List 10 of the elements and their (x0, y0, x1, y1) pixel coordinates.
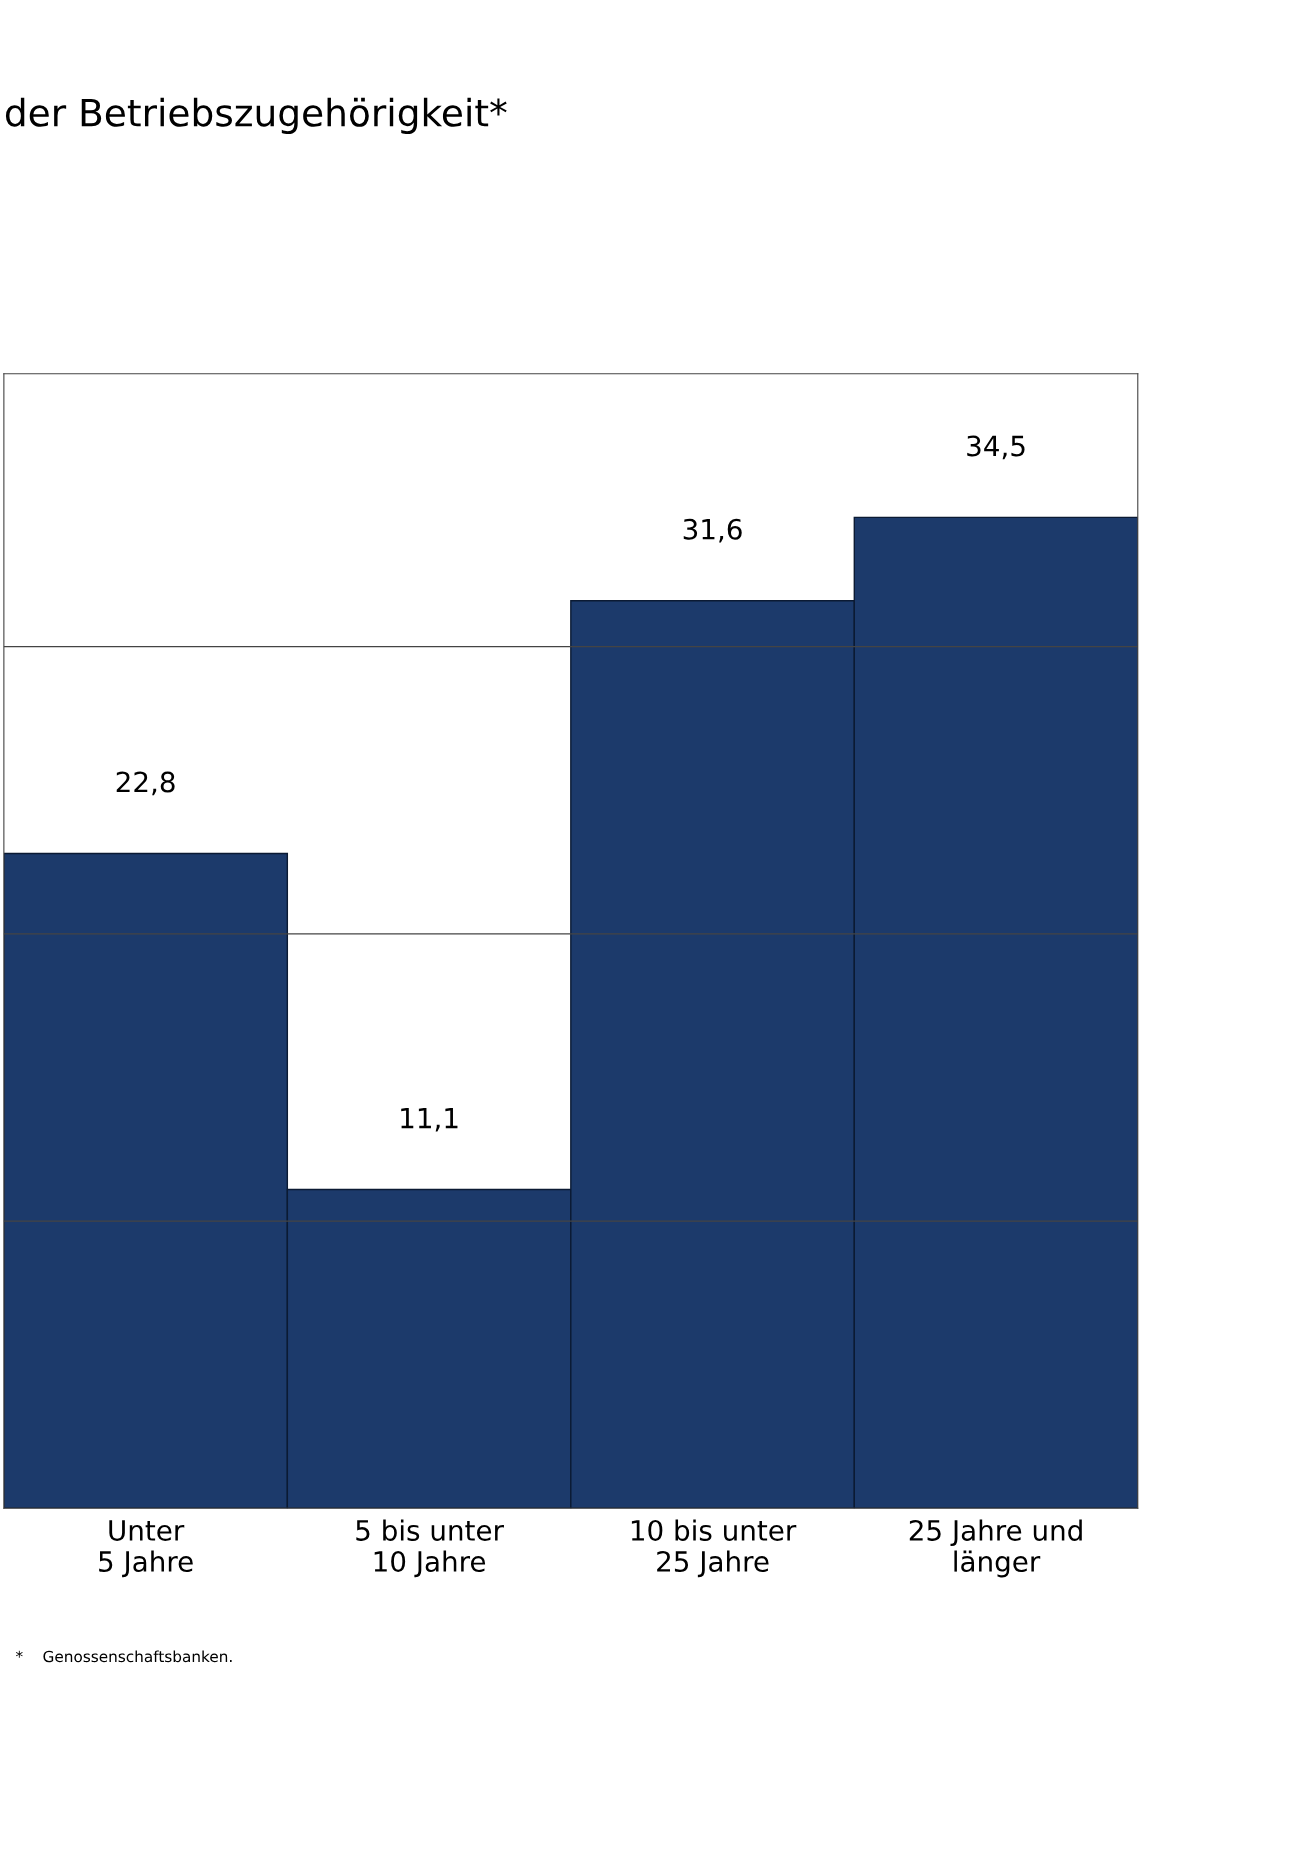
data-label: 34,5 (967, 435, 1025, 460)
text: * Genossenschaftsbanken. (15, 1650, 232, 1663)
data-label: 31,6 (683, 518, 742, 543)
data-label: 11,1 (401, 1107, 458, 1132)
data-label: 22,8 (116, 771, 175, 796)
chart-title: der Betriebszugehörigkeit* (5, 97, 507, 135)
x-tick-label: 5 bis unter 10 Jahre (356, 1519, 504, 1578)
x-tick-label: 25 Jahre und länger (909, 1519, 1082, 1578)
x-tick-label: Unter 5 Jahre (99, 1520, 193, 1578)
x-tick-label: 10 bis unter 25 Jahre (631, 1519, 797, 1578)
